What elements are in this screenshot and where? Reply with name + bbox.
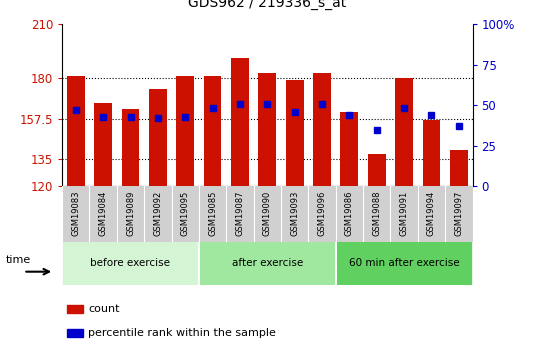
Text: GSM19092: GSM19092 — [153, 191, 163, 236]
Text: GSM19097: GSM19097 — [454, 191, 463, 236]
Text: GSM19083: GSM19083 — [71, 191, 80, 236]
Bar — [66, 305, 83, 313]
Bar — [204, 76, 221, 186]
Bar — [62, 241, 199, 285]
Text: GSM19084: GSM19084 — [99, 191, 107, 236]
Bar — [67, 76, 85, 186]
Text: GSM19089: GSM19089 — [126, 191, 135, 236]
Text: GSM19091: GSM19091 — [400, 191, 409, 236]
Bar — [395, 78, 413, 186]
Text: GSM19088: GSM19088 — [372, 191, 381, 236]
Text: GSM19095: GSM19095 — [181, 191, 190, 236]
Text: GSM19093: GSM19093 — [290, 191, 299, 236]
Text: GSM19096: GSM19096 — [318, 191, 327, 236]
Bar — [423, 120, 440, 186]
Text: GSM19090: GSM19090 — [263, 191, 272, 236]
Bar — [199, 241, 336, 285]
Bar — [177, 76, 194, 186]
Bar — [368, 154, 386, 186]
Text: after exercise: after exercise — [232, 258, 303, 268]
Text: GSM19085: GSM19085 — [208, 191, 217, 236]
Text: before exercise: before exercise — [91, 258, 171, 268]
Text: GSM19094: GSM19094 — [427, 191, 436, 236]
Bar — [94, 104, 112, 186]
Bar — [122, 109, 139, 186]
Bar — [66, 329, 83, 337]
Bar — [286, 80, 303, 186]
Text: time: time — [5, 255, 31, 265]
Text: GDS962 / 219336_s_at: GDS962 / 219336_s_at — [188, 0, 347, 10]
Bar — [149, 89, 167, 186]
Bar — [62, 186, 472, 242]
Text: percentile rank within the sample: percentile rank within the sample — [88, 328, 276, 338]
Text: GSM19087: GSM19087 — [235, 191, 245, 236]
Text: 60 min after exercise: 60 min after exercise — [349, 258, 460, 268]
Bar — [313, 73, 331, 186]
Bar — [450, 150, 468, 186]
Bar — [259, 73, 276, 186]
Text: GSM19086: GSM19086 — [345, 191, 354, 236]
Bar — [231, 58, 249, 186]
Text: count: count — [88, 304, 120, 314]
Bar — [336, 241, 472, 285]
Bar — [341, 112, 358, 186]
